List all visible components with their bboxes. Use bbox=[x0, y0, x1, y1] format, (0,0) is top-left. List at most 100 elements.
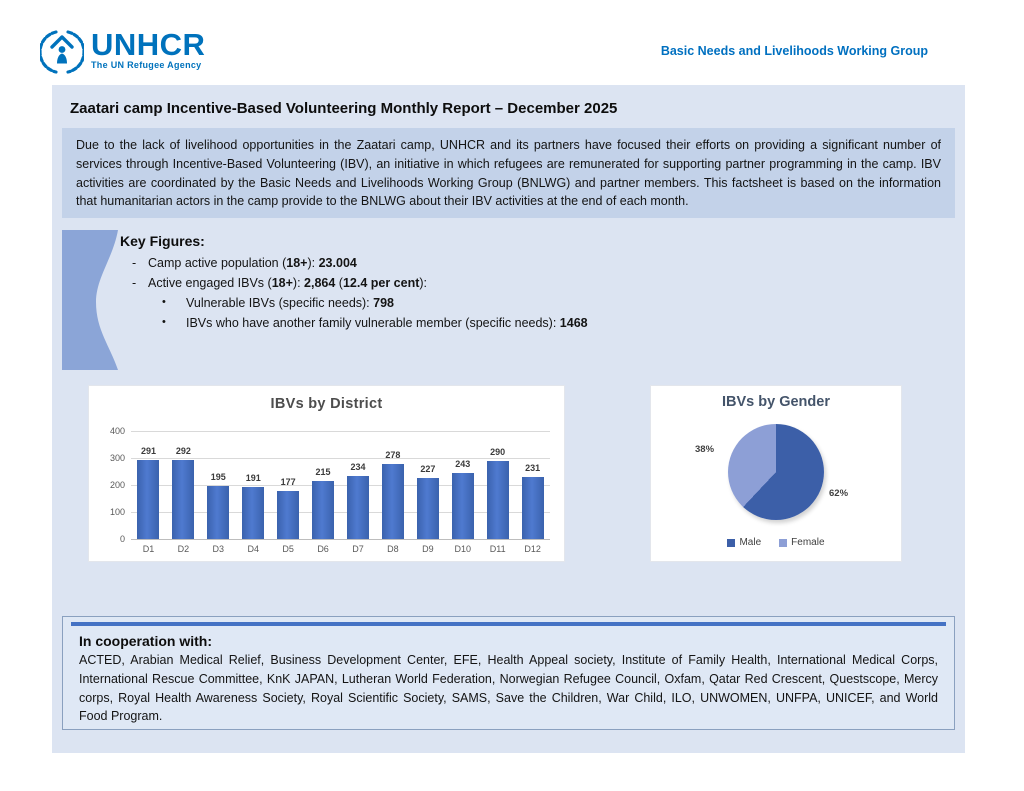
pie-chart-ibvs-by-gender: IBVs by Gender 62% 38% Male Female bbox=[650, 385, 902, 562]
bar-slot: 290 bbox=[480, 431, 515, 539]
list-marker: - bbox=[132, 256, 137, 270]
bar-data-label: 195 bbox=[210, 472, 226, 483]
bar bbox=[451, 473, 474, 539]
pie-label-female-percent: 38% bbox=[695, 444, 715, 455]
logo-tagline: The UN Refugee Agency bbox=[91, 60, 202, 71]
bar-slot: 195 bbox=[201, 431, 236, 539]
pie-graphic bbox=[728, 424, 824, 520]
unhcr-emblem-icon bbox=[40, 30, 84, 74]
bar-chart-title: IBVs by District bbox=[270, 396, 383, 412]
bar-data-label: 215 bbox=[315, 466, 331, 477]
bar-slot: 234 bbox=[341, 431, 376, 539]
bar-slot: 291 bbox=[131, 431, 166, 539]
bar bbox=[346, 475, 369, 539]
x-axis-category-label: D11 bbox=[489, 544, 506, 554]
cooperation-partner-list: ACTED, Arabian Medical Relief, Business … bbox=[79, 653, 938, 724]
y-axis-tick-label: 100 bbox=[109, 507, 125, 517]
legend-swatch bbox=[727, 538, 736, 547]
bar bbox=[312, 480, 335, 539]
key-figure-item: • Vulnerable IBVs (specific needs): 798 bbox=[162, 296, 680, 310]
gridline bbox=[131, 539, 550, 540]
main-panel: Zaatari camp Incentive-Based Volunteerin… bbox=[52, 85, 965, 753]
bar-data-label: 292 bbox=[175, 446, 191, 457]
bar-chart-ibvs-by-district: IBVs by District 0 100 200 300 400 291 292 195 1… bbox=[88, 385, 565, 562]
key-figure-item: - Active engaged IBVs (18+): 2,864 (12.4 … bbox=[132, 276, 680, 290]
bar-slot: 231 bbox=[515, 431, 550, 539]
key-figure-item: • IBVs who have another family vulnerable… bbox=[162, 316, 680, 330]
list-marker: - bbox=[132, 276, 137, 290]
y-axis-tick-label: 200 bbox=[109, 480, 125, 490]
bar-data-label: 231 bbox=[525, 462, 541, 473]
bar bbox=[486, 460, 509, 539]
x-axis-category-label: D1 bbox=[142, 544, 155, 554]
key-figures-section: Key Figures: - Camp active population (18… bbox=[120, 233, 680, 336]
bar bbox=[277, 491, 300, 539]
bar-slot: 215 bbox=[306, 431, 341, 539]
bar-slot: 191 bbox=[236, 431, 271, 539]
bar bbox=[242, 487, 265, 539]
y-axis-tick-label: 0 bbox=[119, 534, 125, 544]
key-figure-item: - Camp active population (18+): 23.004 bbox=[132, 256, 680, 270]
bar-chart-plot-area: 0 100 200 300 400 291 292 195 191 177 215 234 278 227… bbox=[110, 426, 550, 544]
gridline bbox=[131, 485, 550, 486]
gridline bbox=[131, 431, 550, 432]
x-axis-category-label: D12 bbox=[524, 544, 541, 554]
pie-label-male-percent: 62% bbox=[829, 488, 849, 499]
x-axis-category-label: D9 bbox=[422, 544, 434, 554]
key-figures-decorative-shape bbox=[62, 230, 118, 370]
x-axis-category-label: D3 bbox=[212, 544, 225, 554]
report-title: Zaatari camp Incentive-Based Volunteerin… bbox=[70, 100, 618, 117]
cooperation-top-accent-rule bbox=[71, 622, 946, 626]
pie-chart-legend: Male Female bbox=[651, 537, 901, 548]
legend-swatch bbox=[779, 538, 788, 547]
key-figure-text: Active engaged IBVs (18+): 2,864 (12.4 p… bbox=[148, 276, 428, 290]
bar-slot: 177 bbox=[271, 431, 306, 539]
logo-wordmark: UNHCR The UN Refugee Agency bbox=[91, 27, 206, 71]
x-axis-category-label: D5 bbox=[282, 544, 294, 554]
bar-slot: 243 bbox=[445, 431, 480, 539]
bar-slot: 278 bbox=[375, 431, 410, 539]
bar-slot: 292 bbox=[166, 431, 201, 539]
bar bbox=[207, 486, 230, 539]
bar bbox=[381, 463, 404, 539]
x-axis-category-label: D7 bbox=[352, 544, 364, 554]
pie-chart-title: IBVs by Gender bbox=[722, 394, 830, 410]
bar-data-label: 191 bbox=[245, 473, 261, 484]
cooperation-heading: In cooperation with: bbox=[79, 633, 212, 649]
list-marker: • bbox=[162, 296, 166, 308]
legend-item-female: Female bbox=[779, 537, 825, 548]
unhcr-logo: UNHCR The UN Refugee Agency bbox=[40, 27, 206, 74]
logo-name: UNHCR bbox=[91, 27, 206, 62]
x-axis-category-label: D8 bbox=[387, 544, 399, 554]
bar-data-label: 177 bbox=[280, 477, 296, 488]
x-axis-category-label: D4 bbox=[247, 544, 259, 554]
bar bbox=[416, 477, 439, 539]
bar-slot: 227 bbox=[410, 431, 445, 539]
bar-data-label: 290 bbox=[490, 446, 506, 457]
gridline bbox=[131, 512, 550, 513]
intro-paragraph: Due to the lack of livelihood opportunit… bbox=[62, 128, 955, 218]
bar bbox=[172, 460, 195, 539]
x-axis-category-label: D6 bbox=[317, 544, 329, 554]
legend-item-male: Male bbox=[727, 537, 761, 548]
bar bbox=[521, 476, 544, 539]
legend-label: Male bbox=[739, 537, 762, 548]
key-figure-text: IBVs who have another family vulnerable … bbox=[186, 316, 588, 330]
key-figure-text: Camp active population (18+): 23.004 bbox=[148, 256, 357, 270]
bar-data-label: 243 bbox=[455, 459, 471, 470]
working-group-title: Basic Needs and Livelihoods Working Grou… bbox=[660, 44, 928, 58]
list-marker: • bbox=[162, 316, 166, 328]
x-axis-category-label: D10 bbox=[454, 544, 472, 554]
x-axis-category-label: D2 bbox=[177, 544, 190, 554]
bar-data-label: 227 bbox=[420, 463, 436, 474]
key-figures-list: - Camp active population (18+): 23.004- Ac… bbox=[120, 256, 680, 330]
bar bbox=[137, 460, 160, 539]
y-axis-tick-label: 400 bbox=[109, 426, 125, 436]
legend-label: Female bbox=[791, 537, 825, 548]
bar-data-label: 291 bbox=[140, 446, 156, 457]
bars-row: 291 292 195 191 177 215 234 278 227 243 290 231 bbox=[131, 431, 550, 539]
bar-data-label: 278 bbox=[385, 449, 401, 460]
gridline bbox=[131, 458, 550, 459]
bar-chart-x-axis-labels: D1 D2 D3 D4 D5 D6 D7 D8 D9 D10 D11 D12 bbox=[131, 544, 550, 554]
